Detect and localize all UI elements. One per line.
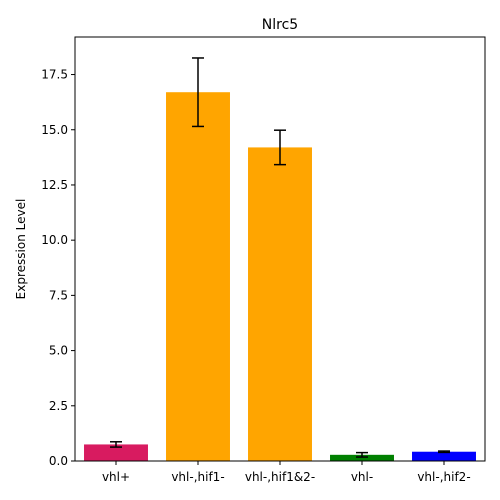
x-tick-label-2: vhl-,hif1&2- xyxy=(245,470,315,484)
error-bars-layer xyxy=(110,57,450,458)
plot-frame xyxy=(74,36,486,462)
error-bar-2 xyxy=(274,129,286,166)
error-bar-3 xyxy=(356,451,368,458)
y-tick-label-1: 2.5 xyxy=(49,399,68,413)
bar-4 xyxy=(412,451,476,461)
y-tick-label-4: 10.0 xyxy=(41,233,68,247)
y-tick-label-7: 17.5 xyxy=(41,68,68,82)
x-tick-label-1: vhl-,hif1- xyxy=(171,470,224,484)
error-bar-1 xyxy=(192,57,204,128)
y-axis-label: Expression Level xyxy=(14,199,28,300)
bar-3 xyxy=(330,454,394,461)
y-tick-label-2: 5.0 xyxy=(49,344,68,358)
bar-0 xyxy=(84,444,148,461)
x-tick-label-3: vhl- xyxy=(351,470,373,484)
y-tick-label-5: 12.5 xyxy=(41,178,68,192)
x-axis: vhl+ vhl-,hif1- vhl-,hif1&2- vhl-vhl-,hif2- xyxy=(102,461,471,484)
y-axis: 0.0 2.5 5.0 7.5 10.0 12.5 15.0 17.5 xyxy=(41,68,75,468)
bar-2 xyxy=(248,147,312,461)
y-tick-label-0: 0.0 xyxy=(49,454,68,468)
bars-layer xyxy=(84,92,476,461)
y-tick-label-3: 7.5 xyxy=(49,288,68,302)
error-bar-0 xyxy=(110,441,122,448)
x-tick-label-4: vhl-,hif2- xyxy=(417,470,470,484)
x-tick-label-0: vhl+ xyxy=(102,470,130,484)
chart-title: Nlrc5 xyxy=(262,17,298,33)
error-bar-4 xyxy=(438,450,450,454)
bar-1 xyxy=(166,92,230,461)
y-tick-label-6: 15.0 xyxy=(41,123,68,137)
